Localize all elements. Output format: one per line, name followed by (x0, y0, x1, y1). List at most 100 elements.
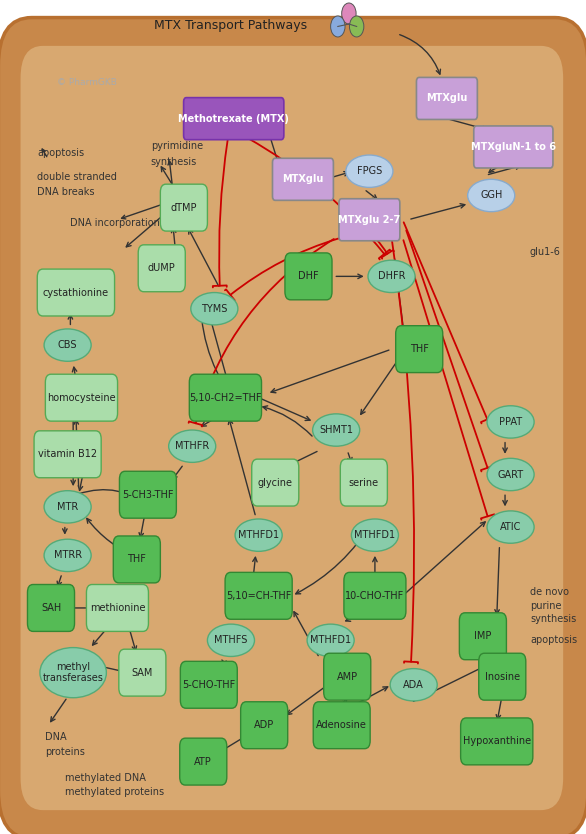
Circle shape (349, 16, 364, 37)
Text: MTHFR: MTHFR (175, 441, 209, 451)
Ellipse shape (487, 459, 534, 490)
Ellipse shape (368, 260, 415, 293)
FancyBboxPatch shape (113, 536, 161, 583)
Text: methylated DNA: methylated DNA (65, 773, 146, 783)
Text: Inosine: Inosine (485, 671, 520, 681)
FancyBboxPatch shape (285, 253, 332, 299)
Ellipse shape (468, 179, 515, 212)
Text: MTHFD1: MTHFD1 (310, 636, 351, 646)
Ellipse shape (191, 293, 238, 325)
Text: 5,10-CH2=THF: 5,10-CH2=THF (189, 393, 262, 403)
Ellipse shape (207, 624, 254, 656)
FancyBboxPatch shape (38, 269, 115, 316)
Text: ADA: ADA (403, 680, 424, 690)
Text: homocysteine: homocysteine (47, 393, 116, 403)
Text: DHFR: DHFR (378, 271, 406, 281)
Text: PPAT: PPAT (499, 417, 522, 427)
FancyBboxPatch shape (0, 18, 586, 834)
FancyBboxPatch shape (225, 572, 292, 620)
Text: vitamin B12: vitamin B12 (38, 450, 97, 460)
Text: MTRR: MTRR (53, 550, 81, 560)
Text: MTX Transport Pathways: MTX Transport Pathways (154, 19, 308, 33)
Text: Methotrexate (MTX): Methotrexate (MTX) (178, 113, 289, 123)
Text: Hypoxanthine: Hypoxanthine (463, 736, 531, 746)
Text: THF: THF (127, 555, 146, 565)
FancyBboxPatch shape (396, 326, 443, 373)
Text: 5-CH3-THF: 5-CH3-THF (122, 490, 173, 500)
FancyBboxPatch shape (344, 572, 406, 620)
Text: pyrimidine: pyrimidine (151, 141, 203, 151)
Text: GART: GART (498, 470, 524, 480)
Text: purine: purine (530, 600, 561, 610)
Text: de novo: de novo (530, 587, 569, 597)
FancyBboxPatch shape (87, 585, 148, 631)
FancyBboxPatch shape (459, 613, 506, 660)
Text: MTXglu: MTXglu (282, 174, 323, 184)
FancyBboxPatch shape (417, 78, 478, 119)
FancyBboxPatch shape (189, 374, 261, 421)
FancyBboxPatch shape (252, 460, 299, 506)
Text: MTXglu: MTXglu (426, 93, 468, 103)
Text: serine: serine (349, 478, 379, 488)
FancyBboxPatch shape (473, 126, 553, 168)
Text: SAM: SAM (132, 668, 153, 678)
FancyBboxPatch shape (461, 718, 533, 765)
Circle shape (331, 16, 345, 37)
FancyBboxPatch shape (180, 738, 227, 785)
Ellipse shape (390, 669, 437, 701)
Text: FPGS: FPGS (357, 166, 382, 176)
Ellipse shape (487, 406, 534, 438)
Text: © PharmGKB: © PharmGKB (56, 78, 117, 87)
Ellipse shape (312, 414, 360, 446)
Text: synthesis: synthesis (530, 615, 576, 625)
Ellipse shape (307, 624, 354, 656)
Text: DNA breaks: DNA breaks (37, 188, 95, 198)
FancyBboxPatch shape (28, 585, 74, 631)
Ellipse shape (169, 430, 216, 462)
Ellipse shape (40, 647, 107, 698)
Text: dTMP: dTMP (171, 203, 197, 213)
Ellipse shape (487, 511, 534, 543)
Text: double stranded: double stranded (37, 172, 117, 182)
Text: cystathionine: cystathionine (43, 288, 109, 298)
FancyBboxPatch shape (21, 46, 563, 810)
FancyBboxPatch shape (120, 471, 176, 518)
Text: TYMS: TYMS (201, 304, 227, 314)
Text: DNA incorporation: DNA incorporation (70, 218, 160, 228)
Text: dUMP: dUMP (148, 264, 176, 274)
Text: CBS: CBS (58, 340, 77, 350)
Text: AMP: AMP (337, 671, 358, 681)
FancyBboxPatch shape (241, 701, 288, 749)
FancyBboxPatch shape (314, 701, 370, 749)
FancyBboxPatch shape (479, 653, 526, 701)
FancyBboxPatch shape (161, 184, 207, 231)
Text: MTR: MTR (57, 502, 79, 512)
Text: THF: THF (410, 344, 428, 354)
Text: DNA: DNA (46, 732, 67, 742)
Ellipse shape (235, 519, 282, 551)
Text: proteins: proteins (46, 747, 86, 757)
Ellipse shape (44, 329, 91, 361)
FancyBboxPatch shape (138, 245, 185, 292)
Text: MTHFS: MTHFS (214, 636, 248, 646)
FancyBboxPatch shape (339, 198, 400, 241)
Text: MTXgluN-1 to 6: MTXgluN-1 to 6 (471, 142, 556, 152)
Ellipse shape (346, 155, 393, 188)
Text: SHMT1: SHMT1 (319, 425, 353, 435)
Text: Adenosine: Adenosine (316, 721, 367, 731)
Text: glycine: glycine (258, 478, 293, 488)
Text: DHF: DHF (298, 271, 319, 281)
Text: GGH: GGH (480, 190, 502, 200)
Ellipse shape (44, 490, 91, 523)
Text: MTHFD1: MTHFD1 (238, 530, 279, 540)
Text: apoptosis: apoptosis (37, 148, 84, 158)
Text: 5-CHO-THF: 5-CHO-THF (182, 680, 236, 690)
Text: MTXglu 2-7: MTXglu 2-7 (338, 214, 400, 224)
FancyBboxPatch shape (323, 653, 371, 701)
Text: MTHFD1: MTHFD1 (355, 530, 396, 540)
Text: methylated proteins: methylated proteins (65, 787, 164, 797)
FancyBboxPatch shape (34, 431, 101, 478)
FancyBboxPatch shape (119, 649, 166, 696)
FancyBboxPatch shape (272, 158, 333, 200)
FancyBboxPatch shape (180, 661, 237, 708)
